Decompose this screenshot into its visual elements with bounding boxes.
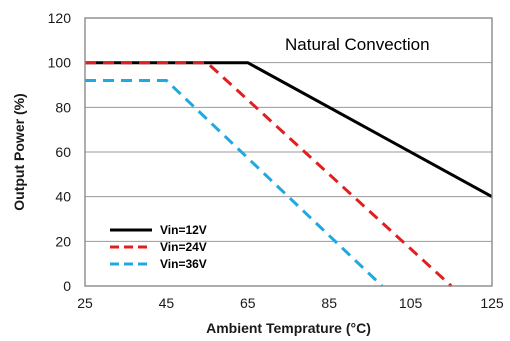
y-tick-label: 100 <box>48 55 72 71</box>
series-lines <box>85 61 493 288</box>
legend-label: Vin=36V <box>160 257 207 271</box>
x-tick-label: 125 <box>480 295 504 311</box>
y-axis-title: Output Power (%) <box>11 93 27 210</box>
y-tick-label: 40 <box>55 189 71 205</box>
series-line-vin-12v <box>85 61 493 199</box>
x-tick-label: 105 <box>399 295 423 311</box>
series-line-vin-36v <box>85 79 384 288</box>
y-tick-label: 120 <box>48 10 72 26</box>
y-tick-label: 20 <box>55 233 71 249</box>
x-tick-label: 45 <box>159 295 175 311</box>
series-line-vin-24v <box>85 61 453 288</box>
x-tick-label: 85 <box>321 295 337 311</box>
y-tick-label: 0 <box>63 278 71 294</box>
natural-convection-annotation: Natural Convection <box>285 35 430 54</box>
y-tick-labels: 0 20 40 60 80 100 120 <box>48 10 72 294</box>
x-tick-label: 25 <box>77 295 93 311</box>
y-tick-label: 60 <box>55 144 71 160</box>
gridlines <box>85 62 492 242</box>
plot-area-border <box>84 17 493 287</box>
legend: Vin=12V Vin=24V Vin=36V <box>110 223 207 271</box>
x-tick-labels: 25 45 65 85 105 125 <box>77 295 504 311</box>
y-tick-label: 80 <box>55 99 71 115</box>
x-tick-label: 65 <box>240 295 256 311</box>
legend-label: Vin=24V <box>160 240 207 254</box>
x-axis-title: Ambient Temprature (°C) <box>206 320 371 336</box>
legend-label: Vin=12V <box>160 223 207 237</box>
